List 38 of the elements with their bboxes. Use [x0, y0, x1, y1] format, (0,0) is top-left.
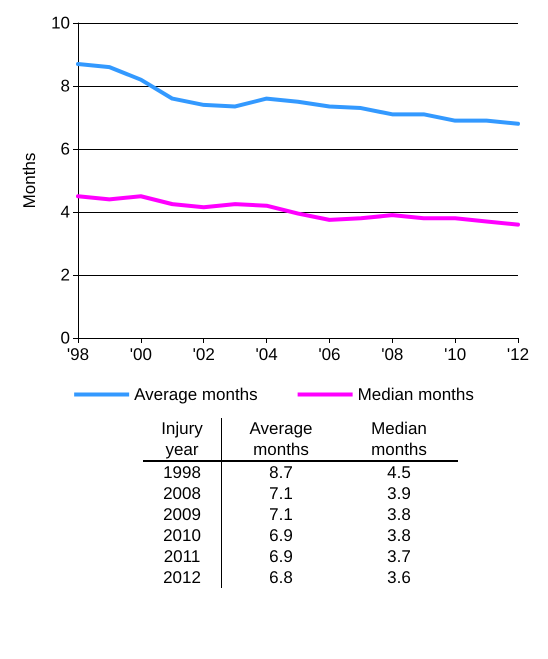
text: 3.7	[386, 546, 412, 567]
y-tick-label: 0	[60, 328, 70, 348]
text: 3.8	[386, 504, 412, 525]
y-tick-label: 2	[60, 266, 70, 284]
text: 3.8	[386, 525, 412, 546]
x-tick-label: '12	[506, 345, 530, 364]
text: 3.9	[386, 483, 412, 504]
text: 2009	[143, 504, 222, 525]
x-tick-label: '02	[192, 345, 215, 364]
text: 3.6	[386, 567, 412, 588]
legend-label: Average months	[134, 385, 258, 404]
x-tick-label: '08	[381, 345, 404, 364]
y-tick-label: 8	[60, 76, 70, 96]
x-tick-label: '00	[130, 345, 152, 364]
y-tick-label: 10	[51, 14, 70, 32]
x-tick-label: '06	[318, 345, 341, 364]
text: 2011	[143, 546, 222, 567]
y-tick-label: 4	[60, 202, 70, 222]
text: 4.5	[386, 462, 412, 483]
text: 2012	[143, 567, 222, 588]
text: 2008	[143, 483, 222, 504]
text: 8.7	[268, 462, 294, 483]
text: Average months	[249, 419, 312, 459]
text: 7.1	[268, 504, 294, 525]
text: 2010	[143, 525, 222, 546]
legend-label: Median months	[358, 385, 474, 404]
text: 7.1	[268, 483, 294, 504]
x-tick-label: '10	[444, 345, 466, 364]
text: 6.9	[268, 525, 294, 546]
x-tick-label: '04	[255, 345, 278, 364]
text: 1998	[143, 461, 222, 483]
text: 6.9	[268, 546, 294, 567]
text: 6.8	[268, 567, 294, 588]
x-tick-label: '98	[66, 345, 90, 364]
text: Median months	[371, 419, 427, 459]
y-axis-title: Months	[20, 152, 39, 208]
y-tick-label: 6	[60, 140, 70, 158]
text: Injury year	[143, 418, 222, 461]
